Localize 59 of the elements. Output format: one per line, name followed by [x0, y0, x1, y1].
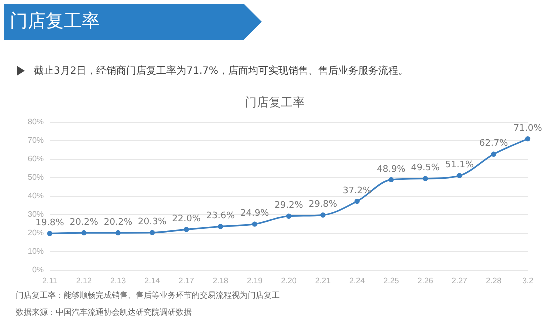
- point: [525, 136, 531, 142]
- x-tick-label: 2.24: [350, 276, 366, 286]
- point: [491, 152, 496, 158]
- point: [150, 230, 156, 236]
- x-tick-label: 2.18: [212, 276, 230, 286]
- point: [218, 224, 224, 230]
- point: [388, 177, 394, 183]
- data-label: 48.9%: [377, 164, 406, 175]
- data-label: 20.2%: [104, 218, 134, 228]
- source-note: 数据来源：中国汽车流通协会凯达研究院调研数据: [16, 307, 192, 318]
- chart-subtitle: 截止3月2日，经销商门店复工率为71.7%，店面均可实现销售、售后业务服务流程。: [34, 64, 408, 78]
- point: [354, 198, 360, 204]
- data-label: 37.2%: [342, 186, 372, 196]
- point: [184, 227, 190, 232]
- text: 门店复工率：能够顺畅完成销售、售后等业务环节的交易流程视为门店复工: [16, 290, 280, 301]
- x-tick-label: 2.28: [486, 276, 502, 286]
- data-label: 19.8%: [36, 218, 65, 229]
- y-tick-label: 20%: [28, 228, 44, 238]
- x-tick-label: 2.13: [110, 276, 127, 286]
- point: [286, 214, 292, 219]
- y-tick-label: 70%: [28, 136, 44, 146]
- data-label: 71.0%: [514, 124, 543, 134]
- y-tick-label: 50%: [28, 173, 44, 182]
- data-label: 22.0%: [172, 214, 202, 225]
- x-tick-label: 3.2: [522, 276, 534, 286]
- x-tick-label: 2.21: [315, 276, 332, 286]
- data-label: 20.2%: [70, 218, 99, 228]
- point: [116, 230, 121, 236]
- data-label: 29.2%: [274, 201, 304, 212]
- point: [252, 222, 258, 227]
- data-label: 62.7%: [480, 139, 509, 150]
- y-tick-label: 30%: [28, 210, 44, 220]
- point: [422, 176, 428, 182]
- y-tick-label: 10%: [28, 247, 44, 256]
- x-tick-label: 2.12: [76, 276, 92, 286]
- text: 门店复工率: [245, 95, 305, 110]
- y-tick-label: 80%: [28, 118, 44, 127]
- y-tick-label: 0%: [32, 266, 44, 275]
- x-tick-label: 2.20: [281, 276, 298, 286]
- y-tick-label: 40%: [28, 192, 44, 201]
- x-tick-label: 2.25: [384, 276, 400, 286]
- data-label: 24.9%: [240, 209, 270, 220]
- data-label: 51.1%: [445, 160, 474, 171]
- x-tick-label: 2.27: [452, 276, 468, 286]
- data-label: 29.8%: [308, 200, 338, 210]
- chart-title: 门店复工率: [4, 4, 262, 40]
- data-label: 20.3%: [138, 218, 168, 228]
- x-tick-label: 2.11: [42, 276, 58, 286]
- point: [320, 212, 326, 218]
- point: [457, 173, 462, 178]
- data-label: 49.5%: [411, 164, 440, 174]
- x-tick-label: 2.26: [418, 276, 434, 286]
- x-tick-label: 2.19: [247, 276, 264, 286]
- point: [82, 230, 87, 236]
- x-tick-label: 2.14: [144, 276, 161, 286]
- point: [47, 231, 53, 236]
- y-tick-label: 60%: [28, 154, 44, 164]
- x-tick-label: 2.17: [178, 276, 195, 286]
- data-label: 23.6%: [206, 212, 236, 222]
